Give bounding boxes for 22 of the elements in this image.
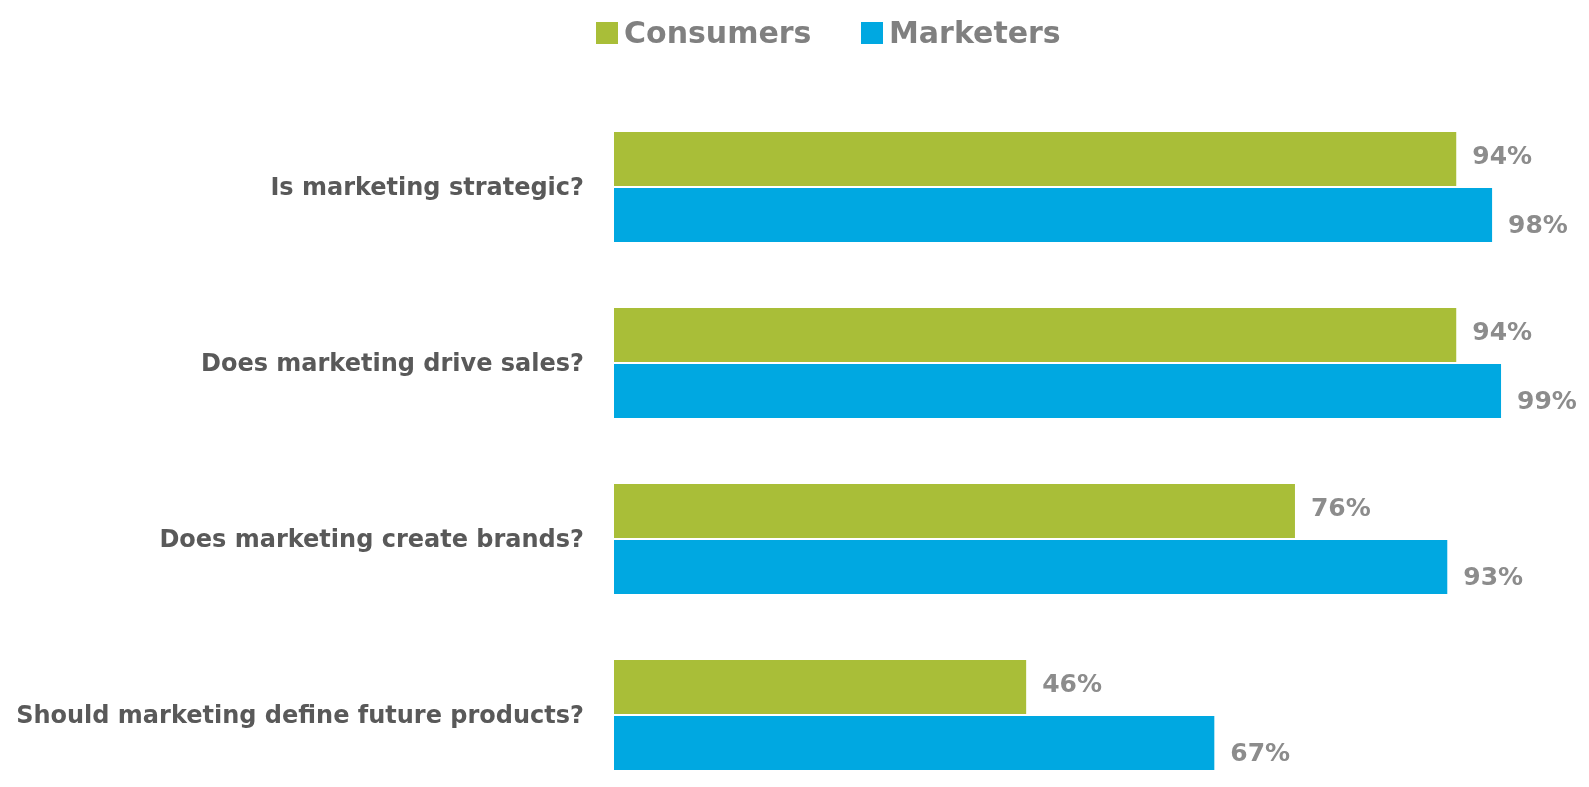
data-label: 94%: [1472, 317, 1533, 346]
y-tick-label: Should marketing define future products?: [16, 701, 584, 729]
data-label: 93%: [1463, 562, 1524, 591]
y-tick-label: Does marketing drive sales?: [201, 349, 584, 377]
legend-label: Consumers: [624, 15, 812, 50]
bar: [614, 364, 1502, 418]
data-label: 67%: [1230, 738, 1291, 767]
bar: [614, 540, 1448, 594]
data-label: 76%: [1310, 493, 1371, 522]
bar: [614, 132, 1457, 186]
bar: [614, 660, 1027, 714]
data-label: 46%: [1042, 669, 1102, 698]
bar: [614, 308, 1457, 362]
y-tick-label: Is marketing strategic?: [270, 173, 584, 201]
y-tick-label: Does marketing create brands?: [159, 525, 584, 553]
data-label: 94%: [1472, 141, 1533, 170]
bar: [614, 188, 1493, 242]
bar: [614, 484, 1295, 538]
data-label: 98%: [1508, 210, 1568, 239]
legend-label: Marketers: [889, 15, 1061, 50]
bar: [614, 716, 1215, 770]
data-label: 99%: [1517, 386, 1577, 415]
